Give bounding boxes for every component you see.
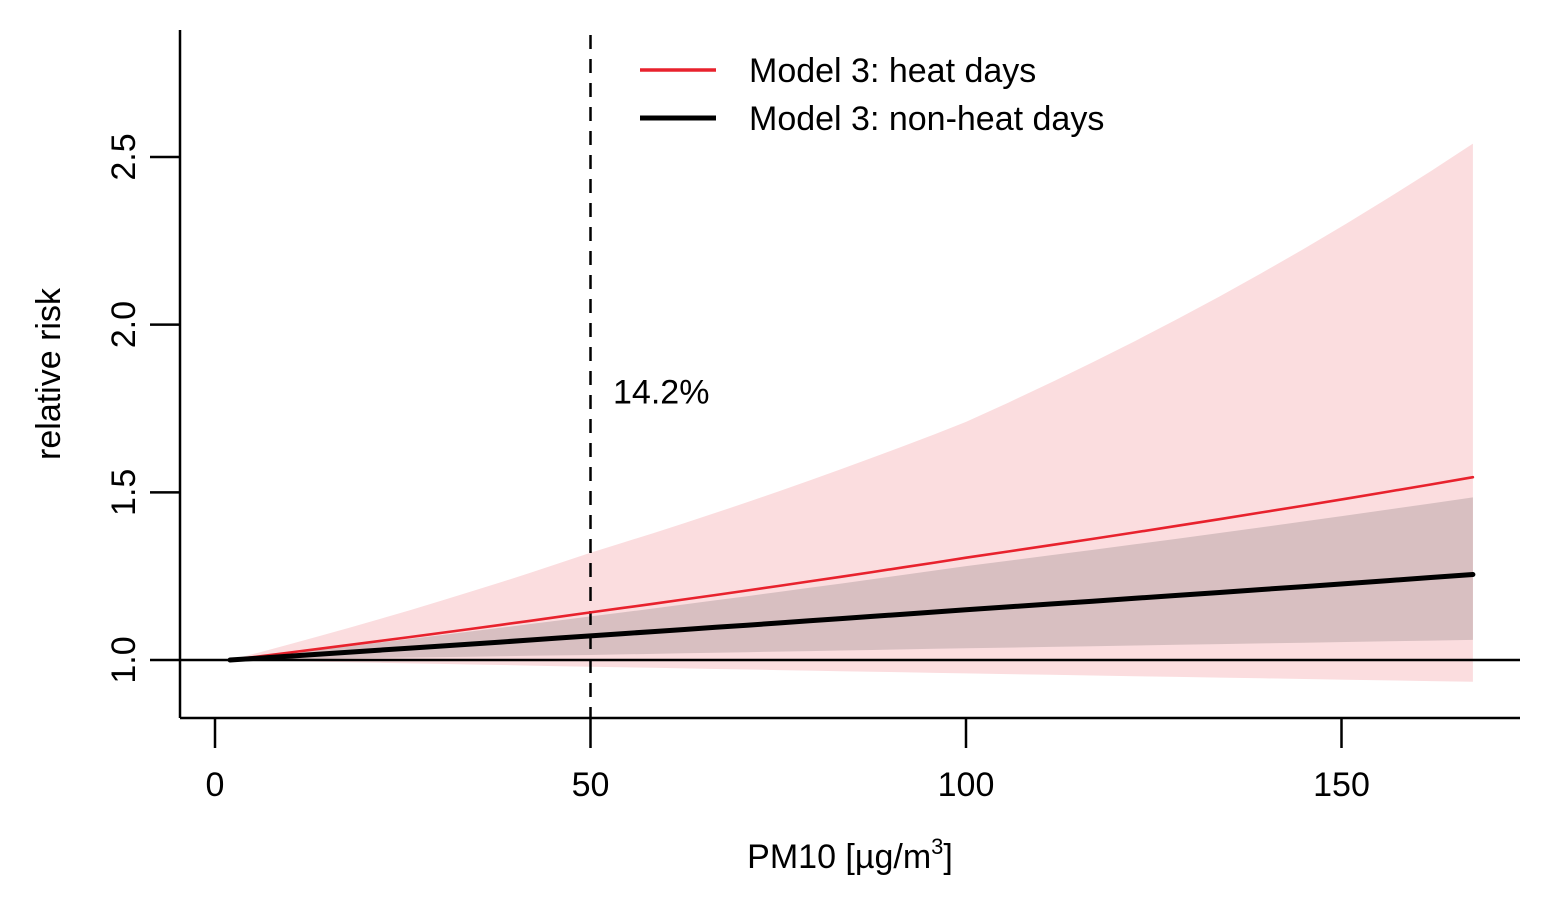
y-tick-label-2: 2.0 (105, 301, 143, 348)
confidence-bands (230, 143, 1473, 682)
series-line-0 (228, 475, 1475, 662)
axes: 0 50 100 150 1.0 1.5 2.0 2.5 (105, 30, 1520, 804)
y-axis-title: relative risk (30, 287, 68, 460)
x-tick-label-2: 100 (938, 766, 995, 804)
x-axis-title-superscript: 3 (931, 834, 943, 859)
x-axis-title-suffix: ] (943, 838, 952, 876)
legend-label-heat-days: Model 3: heat days (749, 52, 1036, 90)
x-axis-title-main: PM10 [µg/m (747, 838, 931, 876)
confidence-band-1 (230, 497, 1473, 660)
legend-label-non-heat-days: Model 3: non-heat days (749, 100, 1104, 138)
x-tick-label-1: 50 (572, 766, 610, 804)
y-tick-label-0: 1.0 (105, 636, 143, 683)
y-tick-label-3: 2.5 (105, 133, 143, 180)
y-tick-label-1: 1.5 (105, 469, 143, 516)
series-line-1 (227, 572, 1476, 663)
legend: Model 3: heat days Model 3: non-heat day… (640, 52, 1104, 138)
reference-lines (180, 35, 1520, 718)
series-lines (227, 475, 1476, 663)
x-tick-label-3: 150 (1313, 766, 1370, 804)
x-tick-label-0: 0 (206, 766, 225, 804)
x-axis-title: PM10 [µg/m3] (747, 834, 953, 876)
annotation-label: 14.2% (613, 374, 709, 412)
